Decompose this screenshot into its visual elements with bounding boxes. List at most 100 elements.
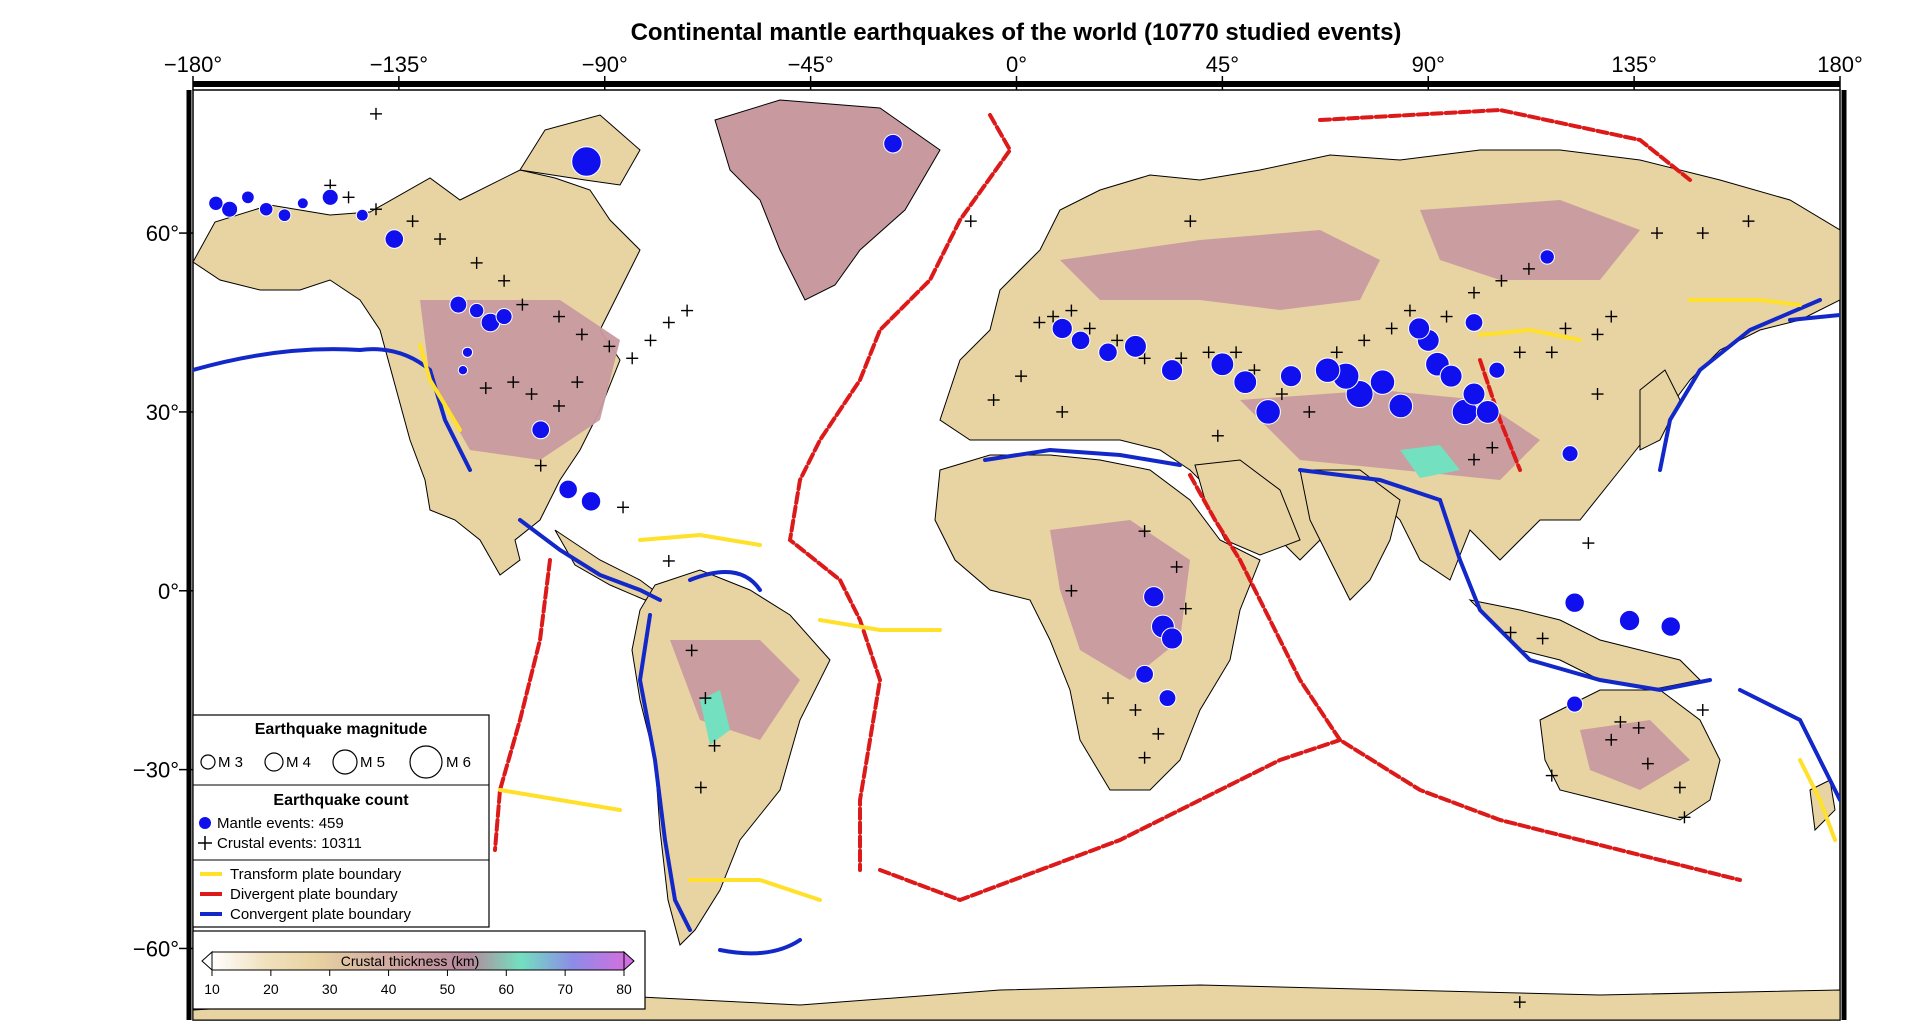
legend-label-m5: M 5 xyxy=(360,754,385,771)
lat-tick-label: 60° xyxy=(146,221,179,246)
crustal-event-marker xyxy=(1047,310,1060,323)
crustal-event-marker xyxy=(1175,352,1188,365)
mantle-event-marker xyxy=(1279,365,1303,388)
very-thick-crust-tibet xyxy=(1400,445,1460,478)
crustal-event-marker xyxy=(434,233,447,246)
legend-circle-m5 xyxy=(332,749,358,775)
crustal-event-marker xyxy=(1513,996,1526,1009)
crustal-event-marker xyxy=(571,376,584,389)
crustal-event-marker xyxy=(1230,346,1243,359)
mantle-event-marker xyxy=(531,420,551,440)
mantle-event-marker xyxy=(558,479,578,500)
crustal-event-marker xyxy=(1696,704,1709,716)
legend-magnitude-m5: M 5 xyxy=(332,749,385,775)
crustal-event-marker xyxy=(626,352,639,365)
legend-mantle-symbol xyxy=(199,817,211,829)
crustal-event-marker xyxy=(1102,692,1114,705)
crustal-event-marker xyxy=(1591,388,1604,401)
lat-tick-label: 30° xyxy=(146,400,179,425)
mantle-event-marker xyxy=(1618,609,1641,632)
mantle-event-marker xyxy=(1660,616,1681,637)
crustal-event-marker xyxy=(1065,304,1078,317)
crustal-event-marker xyxy=(1330,346,1343,359)
mantle-event-marker xyxy=(1564,592,1585,613)
convergent-boundary-andes xyxy=(637,613,692,932)
mantle-event-marker xyxy=(571,146,602,177)
crustal-event-marker xyxy=(1403,304,1416,317)
transform-boundary-south-atlantic xyxy=(818,618,942,632)
colorbar-right-triangle xyxy=(623,950,635,972)
divergent-boundary-central-indian xyxy=(1238,558,1742,882)
colorbar-label: Crustal thickness (km) xyxy=(341,953,479,969)
mantle-event-marker xyxy=(1143,586,1165,608)
mantle-event-marker xyxy=(1210,352,1235,377)
mantle-event-marker xyxy=(1158,689,1177,708)
lon-tick-label: −180° xyxy=(164,52,222,77)
crustal-event-marker xyxy=(1468,453,1480,466)
crustal-event-marker xyxy=(1211,429,1224,442)
colorbar-tick-label: 10 xyxy=(204,981,220,997)
convergent-boundary-sunda xyxy=(1438,498,1712,693)
mantle-event-marker xyxy=(1314,357,1341,383)
crustal-event-marker xyxy=(1179,602,1192,615)
mantle-event-marker xyxy=(1051,317,1073,340)
crustal-event-marker xyxy=(370,203,382,216)
mantle-event-marker xyxy=(208,195,224,211)
crustal-event-marker xyxy=(1033,316,1046,329)
mantle-event-marker xyxy=(1369,369,1396,395)
crustal-event-marker xyxy=(1495,274,1508,287)
crustal-event-marker xyxy=(1170,560,1183,573)
crustal-event-marker xyxy=(1152,727,1165,740)
longitude-axis: −180° −135° −90° −45° 0° 45° 90° 135° 180° xyxy=(164,52,1863,90)
crustal-event-marker xyxy=(1545,346,1558,359)
crustal-event-marker xyxy=(617,501,630,514)
convergent-boundary-pacific-east xyxy=(1788,313,1840,322)
crustal-event-marker xyxy=(1559,322,1572,335)
transform-boundary-kamchatka xyxy=(1688,298,1802,307)
lon-tick-label: 45° xyxy=(1206,52,1239,77)
crustal-event-marker xyxy=(1065,584,1078,597)
crustal-event-marker xyxy=(1605,310,1618,323)
crustal-event-marker xyxy=(1468,286,1480,299)
crustal-event-marker xyxy=(1504,626,1517,639)
transform-boundary-scotia xyxy=(688,878,822,902)
crustal-event-marker xyxy=(1632,721,1645,734)
mantle-event-marker xyxy=(1561,445,1579,463)
crustal-event-marker xyxy=(342,191,355,204)
mantle-event-marker xyxy=(495,307,513,326)
crustal-event-marker xyxy=(1184,215,1197,228)
legend-panel: Earthquake magnitude M 3 M 4 M 5 M 6 Ear… xyxy=(192,714,490,928)
legend-magnitude-m4: M 4 xyxy=(264,752,311,772)
convergent-boundary-tonga-kermadec xyxy=(1738,688,1840,802)
colorbar-tick-label: 30 xyxy=(322,981,338,997)
mantle-events-layer xyxy=(208,133,1681,713)
legend-magnitude-m6: M 6 xyxy=(409,745,471,779)
crustal-event-marker xyxy=(1591,328,1604,341)
crustal-event-marker xyxy=(699,692,712,705)
legend-label-m3: M 3 xyxy=(218,754,243,771)
mantle-event-marker xyxy=(1255,399,1281,425)
mantle-event-marker xyxy=(1233,370,1258,395)
crustal-event-marker xyxy=(1486,441,1499,454)
crustal-event-marker xyxy=(1651,227,1663,240)
lon-tick-label: −90° xyxy=(582,52,628,77)
crustal-event-marker xyxy=(1111,334,1124,347)
mantle-event-marker xyxy=(1439,364,1463,388)
colorbar-panel: Crustal thickness (km) 10 20 30 40 50 60 70 80 xyxy=(192,930,646,1010)
mantle-event-marker xyxy=(461,346,474,358)
mantle-event-marker xyxy=(1070,330,1091,351)
legend-convergent-label: Convergent plate boundary xyxy=(230,906,411,923)
land-indonesia xyxy=(1468,599,1702,691)
legend-crustal-label: Crustal events: 10311 xyxy=(217,835,362,852)
transform-boundary-alpine-fault xyxy=(1798,758,1837,842)
mantle-event-marker xyxy=(1566,695,1584,713)
legend-circle-m3 xyxy=(200,754,216,770)
colorbar-tick-label: 70 xyxy=(557,981,573,997)
crustal-event-marker xyxy=(964,215,977,228)
colorbar-tick-label: 40 xyxy=(381,981,397,997)
legend-crustal-symbol xyxy=(198,836,212,850)
convergent-boundary-caribbean xyxy=(688,570,762,592)
crustal-event-marker xyxy=(498,274,511,287)
mantle-event-marker xyxy=(1135,664,1154,684)
